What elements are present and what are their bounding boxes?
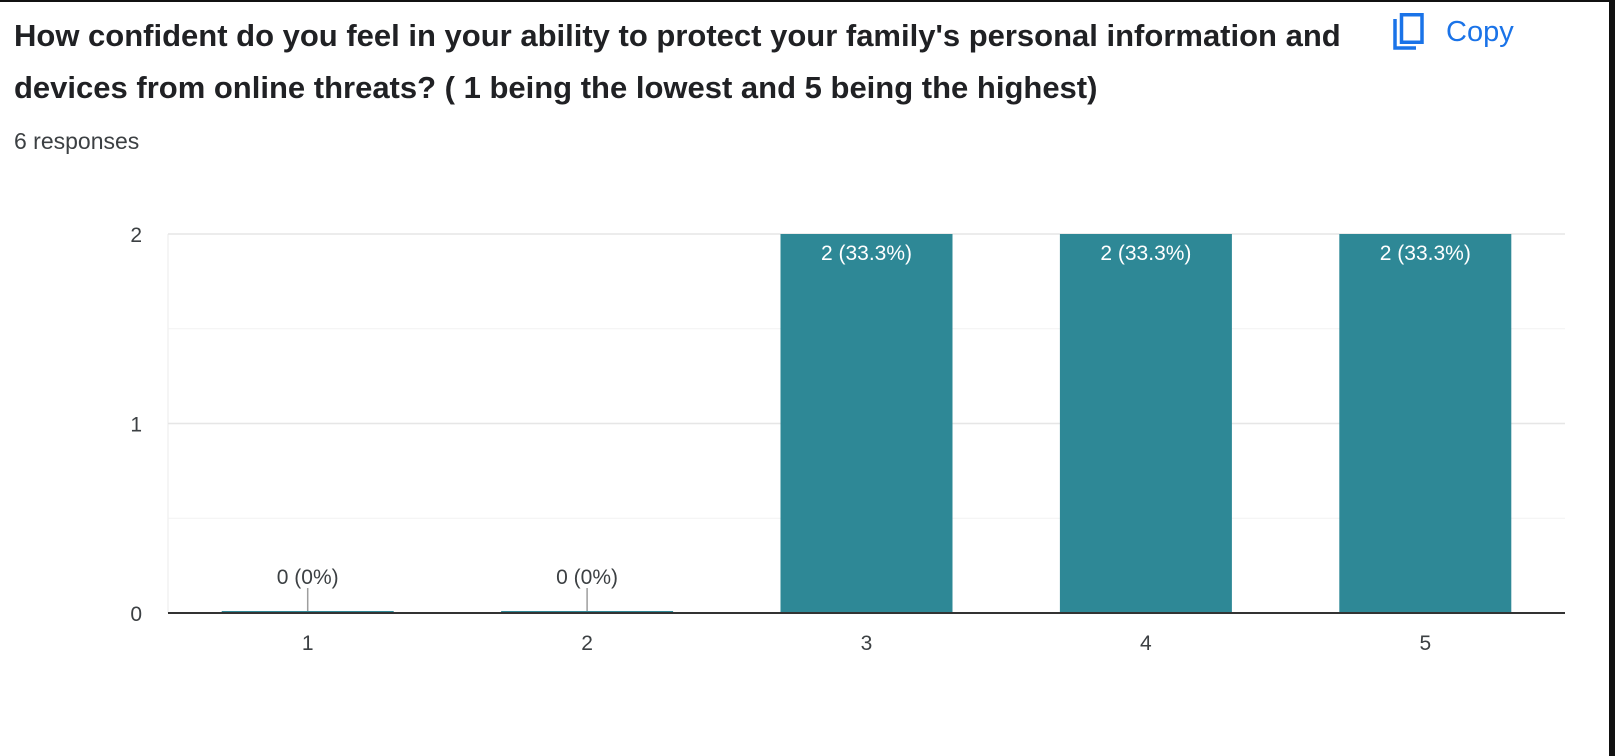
bar xyxy=(1339,234,1512,613)
window-right-border xyxy=(1609,0,1615,756)
y-tick-label: 0 xyxy=(130,603,142,626)
y-tick-label: 2 xyxy=(130,224,142,247)
y-tick-label: 1 xyxy=(130,414,142,437)
copy-icon xyxy=(1392,13,1424,51)
data-label: 2 (33.3%) xyxy=(1380,242,1471,265)
question-title: How confident do you feel in your abilit… xyxy=(14,18,1341,105)
data-label: 0 (0%) xyxy=(556,566,618,589)
x-tick-label: 4 xyxy=(1140,632,1152,655)
bar xyxy=(780,234,953,613)
x-tick-label: 5 xyxy=(1419,632,1431,655)
window-top-border xyxy=(0,0,1615,2)
data-label: 2 (33.3%) xyxy=(1100,242,1191,265)
bar xyxy=(1059,234,1232,613)
copy-button[interactable]: Copy xyxy=(1392,8,1514,56)
x-tick-label: 1 xyxy=(302,632,314,655)
data-label: 0 (0%) xyxy=(277,566,339,589)
copy-label: Copy xyxy=(1446,15,1514,48)
response-count: 6 responses xyxy=(14,128,140,154)
data-label: 2 (33.3%) xyxy=(821,242,912,265)
x-tick-label: 2 xyxy=(581,632,593,655)
x-tick-label: 3 xyxy=(861,632,873,655)
